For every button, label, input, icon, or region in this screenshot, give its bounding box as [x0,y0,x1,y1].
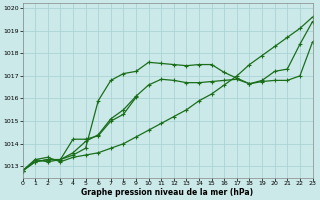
X-axis label: Graphe pression niveau de la mer (hPa): Graphe pression niveau de la mer (hPa) [82,188,254,197]
